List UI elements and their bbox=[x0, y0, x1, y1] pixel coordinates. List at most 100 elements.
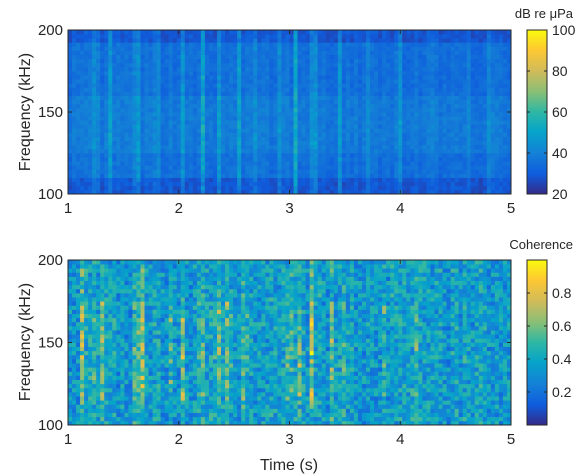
heatmap-cell bbox=[462, 165, 468, 170]
x-tick-label: 5 bbox=[507, 200, 515, 217]
heatmap-cell bbox=[498, 153, 504, 158]
heatmap-cell bbox=[212, 30, 218, 35]
heatmap-cell bbox=[382, 173, 387, 178]
heatmap-cell bbox=[442, 38, 447, 43]
heatmap-cell bbox=[108, 112, 113, 117]
heatmap-cell bbox=[349, 34, 355, 39]
heatmap-cell bbox=[390, 83, 395, 88]
heatmap-cell bbox=[438, 189, 443, 195]
heatmap-cell bbox=[156, 58, 161, 64]
heatmap-cell bbox=[128, 58, 133, 64]
heatmap-cell bbox=[265, 140, 270, 146]
heatmap-cell bbox=[337, 58, 343, 64]
heatmap-cell bbox=[490, 144, 496, 150]
heatmap-cell bbox=[76, 293, 81, 298]
heatmap-cell bbox=[462, 50, 468, 55]
heatmap-cell bbox=[265, 120, 270, 125]
heatmap-cell bbox=[72, 326, 77, 331]
heatmap-cell bbox=[221, 75, 226, 80]
heatmap-cell bbox=[402, 116, 407, 121]
heatmap-cell bbox=[418, 99, 423, 105]
heatmap-cell bbox=[140, 136, 145, 142]
heatmap-cell bbox=[422, 173, 427, 178]
heatmap-cell bbox=[124, 46, 129, 51]
heatmap-cell bbox=[382, 71, 387, 76]
heatmap-cell bbox=[96, 30, 101, 35]
heatmap-cell bbox=[76, 412, 81, 418]
heatmap-cell bbox=[374, 181, 379, 187]
heatmap-cell bbox=[84, 284, 89, 290]
heatmap-cell bbox=[305, 95, 310, 101]
heatmap-cell bbox=[120, 181, 125, 187]
heatmap-cell bbox=[474, 87, 480, 92]
heatmap-cell bbox=[164, 95, 170, 101]
heatmap-cell bbox=[273, 87, 278, 92]
heatmap-cell bbox=[80, 367, 85, 372]
heatmap-cell bbox=[100, 38, 105, 43]
heatmap-cell bbox=[144, 91, 149, 96]
heatmap-cell bbox=[116, 99, 121, 105]
heatmap-cell bbox=[132, 153, 137, 158]
heatmap-cell bbox=[337, 87, 343, 92]
heatmap-cell bbox=[140, 91, 145, 96]
heatmap-cell bbox=[261, 87, 266, 92]
heatmap-cell bbox=[498, 79, 504, 84]
heatmap-cell bbox=[386, 34, 391, 39]
heatmap-cell bbox=[132, 87, 137, 92]
heatmap-cell bbox=[414, 34, 419, 39]
heatmap-cell bbox=[438, 95, 443, 101]
heatmap-cell bbox=[329, 95, 335, 101]
heatmap-cell bbox=[108, 116, 113, 121]
heatmap-cell bbox=[80, 272, 85, 277]
heatmap-cell bbox=[293, 112, 298, 117]
heatmap-cell bbox=[184, 62, 190, 68]
heatmap-cell bbox=[104, 313, 109, 319]
heatmap-cell bbox=[494, 58, 500, 64]
heatmap-cell bbox=[241, 42, 246, 47]
heatmap-cell bbox=[446, 169, 451, 174]
heatmap-cell bbox=[172, 91, 178, 96]
heatmap-cell bbox=[422, 99, 427, 105]
heatmap-cell bbox=[458, 62, 464, 68]
heatmap-cell bbox=[329, 71, 335, 76]
heatmap-cell bbox=[502, 169, 508, 174]
heatmap-cell bbox=[108, 334, 113, 339]
heatmap-cell bbox=[398, 103, 403, 109]
heatmap-cell bbox=[217, 91, 222, 96]
heatmap-cell bbox=[273, 95, 278, 101]
heatmap-cell bbox=[490, 103, 496, 109]
heatmap-cell bbox=[172, 83, 178, 88]
heatmap-cell bbox=[414, 148, 419, 154]
heatmap-cell bbox=[144, 87, 149, 92]
heatmap-cell bbox=[221, 46, 226, 51]
heatmap-cell bbox=[80, 408, 85, 413]
heatmap-cell bbox=[140, 112, 145, 117]
heatmap-cell bbox=[349, 79, 355, 84]
heatmap-cell bbox=[84, 379, 89, 385]
heatmap-cell bbox=[84, 169, 89, 174]
heatmap-cell bbox=[329, 75, 335, 80]
heatmap-cell bbox=[108, 144, 113, 150]
heatmap-cell bbox=[414, 144, 419, 150]
heatmap-cell bbox=[494, 79, 500, 84]
heatmap-cell bbox=[168, 132, 174, 137]
heatmap-cell bbox=[72, 375, 77, 380]
heatmap-cell bbox=[474, 165, 480, 170]
heatmap-cell bbox=[96, 338, 101, 343]
heatmap-cell bbox=[506, 132, 512, 137]
heatmap-cell bbox=[164, 124, 170, 129]
heatmap-cell bbox=[104, 148, 109, 154]
heatmap-cell bbox=[225, 58, 230, 64]
heatmap-cell bbox=[88, 400, 93, 405]
heatmap-cell bbox=[180, 34, 186, 39]
heatmap-cell bbox=[253, 91, 258, 96]
heatmap-cell bbox=[92, 120, 97, 125]
heatmap-cell bbox=[474, 62, 480, 68]
heatmap-cell bbox=[168, 87, 174, 92]
heatmap-cell bbox=[148, 165, 153, 170]
heatmap-cell bbox=[225, 177, 230, 183]
heatmap-cell bbox=[144, 132, 149, 137]
heatmap-cell bbox=[176, 103, 182, 109]
heatmap-cell bbox=[446, 140, 451, 146]
heatmap-cell bbox=[112, 30, 117, 35]
